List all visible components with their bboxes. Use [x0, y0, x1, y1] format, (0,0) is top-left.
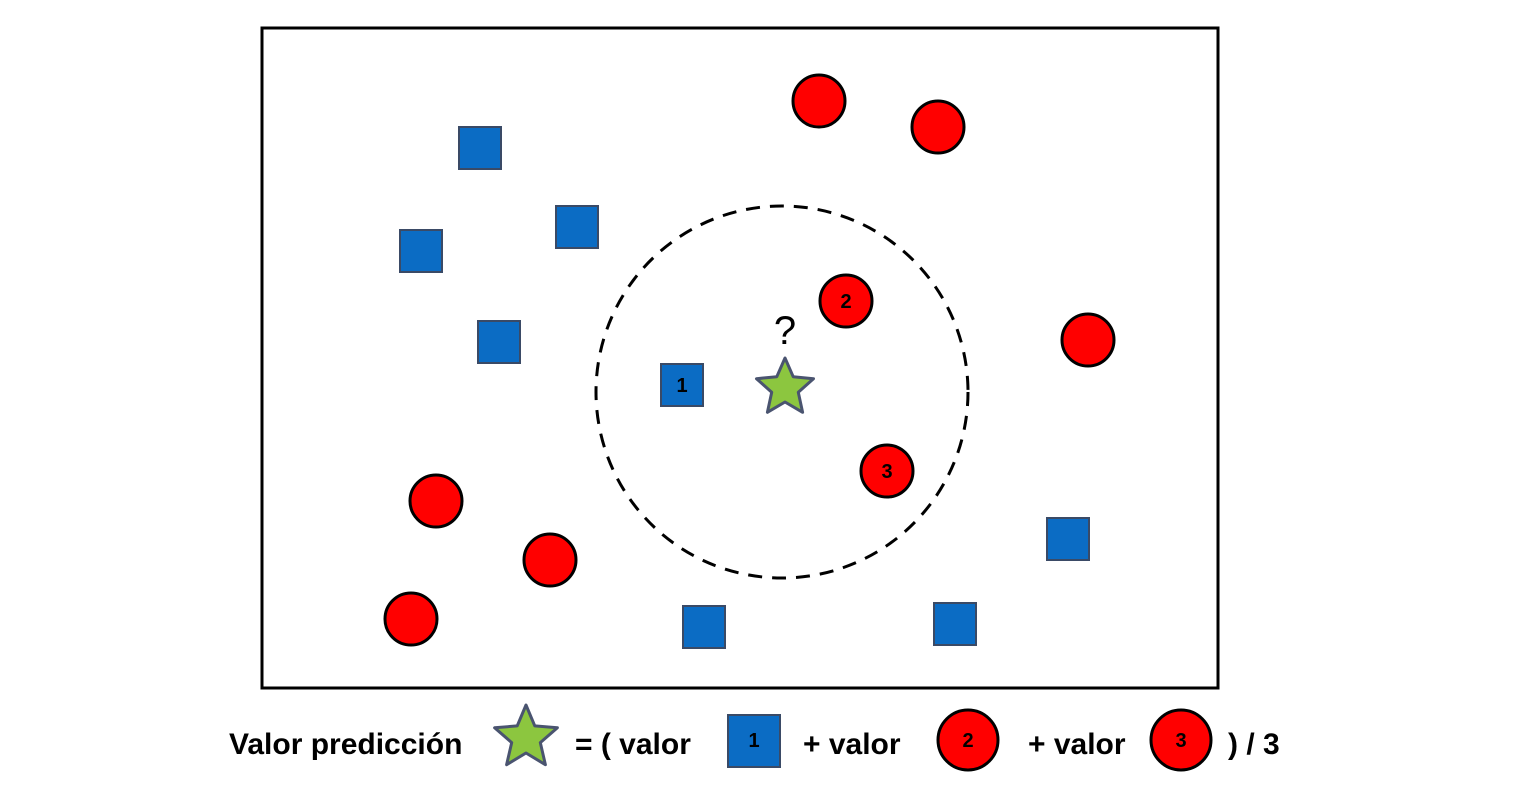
formula-red-circle-icon: [936, 708, 1000, 772]
formula-blue-square-icon: [727, 714, 781, 768]
blue-square: [399, 229, 443, 273]
blue-square: [660, 363, 704, 407]
red-circle: [859, 443, 915, 499]
neighbor-label: 3: [881, 461, 892, 483]
formula: Valor predicción = ( valor 1 + valor 2 +…: [229, 703, 1280, 772]
formula-plus-2: + valor: [1028, 728, 1126, 761]
formula-red-circle-icon: [1149, 708, 1213, 772]
blue-square: [458, 126, 502, 170]
blue-square: [1046, 517, 1090, 561]
formula-label: Valor predicción: [229, 728, 462, 761]
neighborhood-circle: [594, 204, 970, 580]
formula-circle-3-label: 3: [1175, 730, 1186, 752]
neighbor-square-1: 1: [660, 363, 704, 407]
red-circle: [408, 473, 464, 529]
formula-square-label: 1: [748, 730, 759, 752]
blue-square: [682, 605, 726, 649]
neighbor-label: 2: [840, 291, 851, 313]
red-circle: [818, 273, 874, 329]
red-circle: [522, 532, 578, 588]
red-circle: [791, 73, 847, 129]
red-circles: [383, 73, 1116, 647]
neighbor-circle-3: 3: [859, 443, 915, 499]
formula-close: ) / 3: [1228, 728, 1280, 761]
query-star-icon: [755, 356, 815, 414]
blue-square: [555, 205, 599, 249]
formula-star-icon: [493, 703, 559, 767]
neighbor-label: 1: [676, 375, 687, 397]
blue-squares: [399, 126, 1090, 649]
blue-square: [933, 602, 977, 646]
formula-open: = ( valor: [575, 728, 691, 761]
red-circle: [383, 591, 439, 647]
plot-frame: [260, 26, 1220, 690]
neighbor-circle-2: 2: [818, 273, 874, 329]
formula-plus-1: + valor: [803, 728, 901, 761]
formula-circle-2-label: 2: [962, 730, 973, 752]
red-circle: [1060, 312, 1116, 368]
blue-square: [477, 320, 521, 364]
red-circle: [910, 99, 966, 155]
query-mark: ?: [774, 309, 796, 353]
